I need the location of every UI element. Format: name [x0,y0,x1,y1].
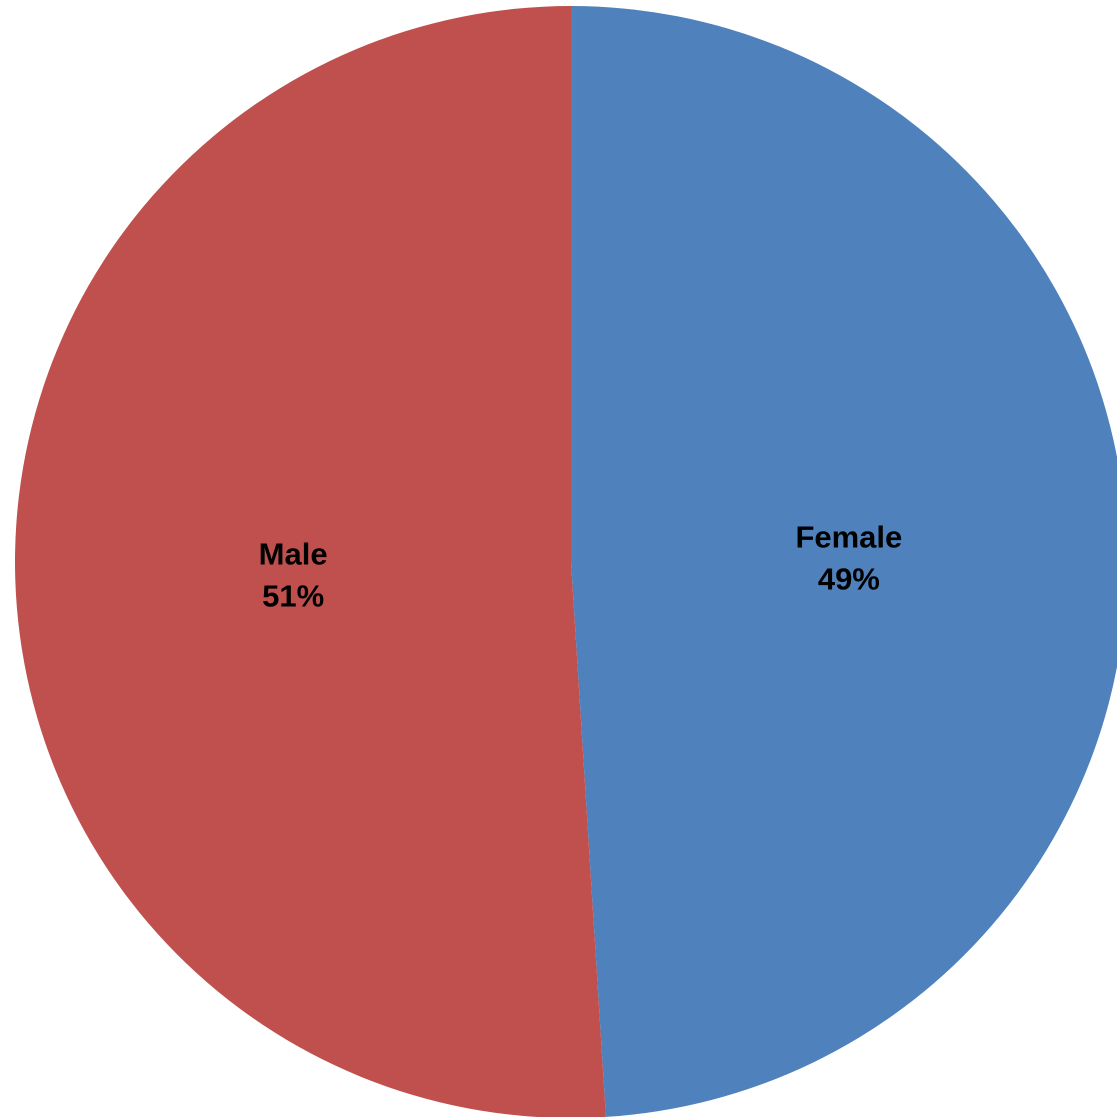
pie-slices [15,6,1117,1117]
pie-label-percent: 49% [818,561,880,596]
pie-labels: Female 49% Male 51% [259,519,903,613]
pie-label-percent: 51% [262,579,324,614]
pie-label-male: Male 51% [259,537,328,614]
pie-slice-female [571,6,1117,1117]
pie-label-name: Male [259,537,328,572]
pie-label-female: Female 49% [795,519,902,596]
pie-label-name: Female [795,519,902,554]
pie-slice-male [15,6,606,1117]
